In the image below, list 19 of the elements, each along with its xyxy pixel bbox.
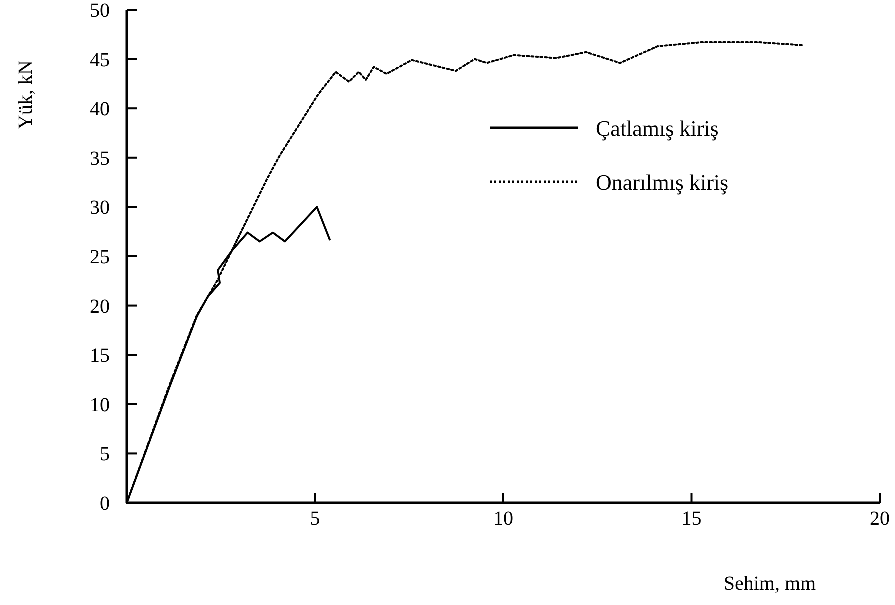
y-tick-label: 20 <box>90 296 110 318</box>
y-tick-label: 45 <box>90 49 110 72</box>
y-axis-title: Yük, kN <box>15 60 37 130</box>
legend-label: Onarılmış kiriş <box>596 170 729 195</box>
y-tick-label: 40 <box>90 98 110 121</box>
x-axis-title: Sehim, mm <box>724 573 817 595</box>
y-tick-label: 5 <box>100 444 110 466</box>
x-tick-label: 10 <box>494 508 514 530</box>
x-tick-label: 5 <box>310 508 320 530</box>
y-tick-label: 15 <box>90 345 110 368</box>
x-tick-label: 15 <box>682 508 702 530</box>
y-tick-label: 25 <box>90 246 110 268</box>
y-tick-label: 10 <box>90 394 110 416</box>
y-tick-label: 0 <box>100 493 110 515</box>
y-tick-label: 50 <box>90 0 110 22</box>
legend-label: Çatlamış kiriş <box>596 116 719 141</box>
y-tick-label: 30 <box>90 197 110 220</box>
y-tick-label: 35 <box>90 148 110 170</box>
x-tick-label: 20 <box>870 508 890 530</box>
